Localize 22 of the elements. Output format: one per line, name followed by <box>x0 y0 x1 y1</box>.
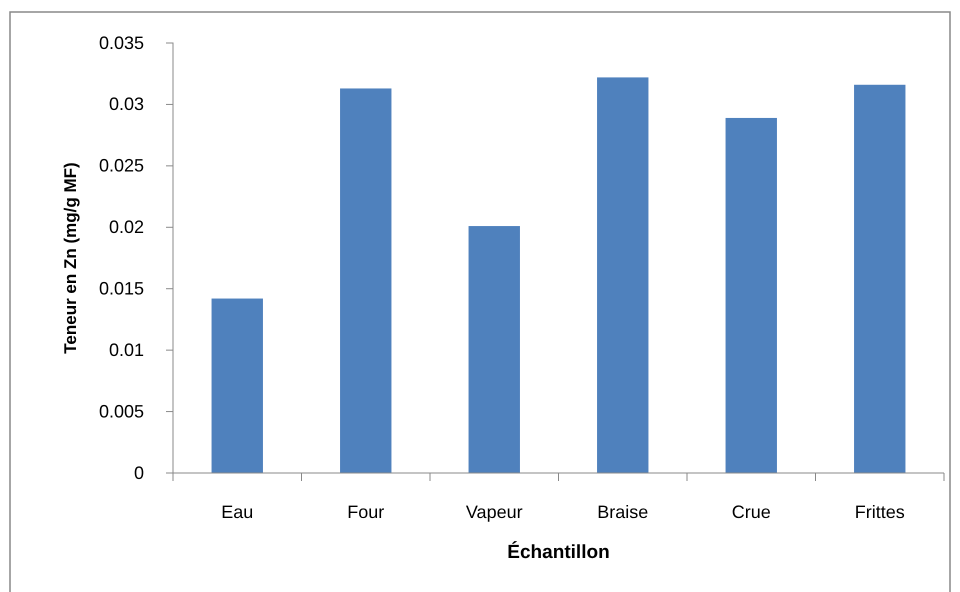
x-tick-label: Eau <box>221 502 254 522</box>
bar <box>597 77 648 473</box>
x-tick-label: Frittes <box>854 502 905 522</box>
y-axis-title: Teneur en Zn (mg/g MF) <box>61 162 80 354</box>
bar <box>468 226 520 473</box>
y-tick-label: 0.03 <box>108 94 144 114</box>
y-tick-label: 0 <box>134 462 144 483</box>
y-tick-label: 0.015 <box>98 278 144 298</box>
bar <box>212 298 263 473</box>
x-tick-label: Vapeur <box>466 502 523 522</box>
y-tick-label: 0.02 <box>108 217 144 238</box>
y-tick-label: 0.01 <box>108 340 144 360</box>
bar <box>854 84 906 473</box>
x-tick-label: Four <box>347 502 384 522</box>
x-tick-label: Crue <box>732 502 771 522</box>
y-tick-label: 0.025 <box>98 156 144 176</box>
y-tick-label: 0.035 <box>98 32 144 53</box>
x-tick-label: Braise <box>597 502 648 522</box>
bar <box>726 118 777 473</box>
bar <box>340 88 392 473</box>
x-axis-title: Échantillon <box>507 541 610 563</box>
y-tick-label: 0.005 <box>98 401 144 422</box>
